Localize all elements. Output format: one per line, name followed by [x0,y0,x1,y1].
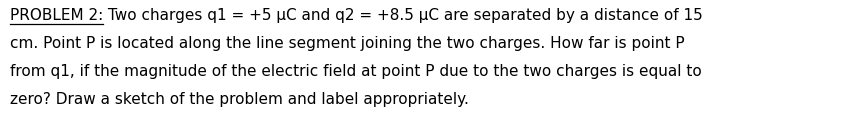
Text: PROBLEM 2:: PROBLEM 2: [10,8,103,23]
Text: cm. Point P is located along the line segment joining the two charges. How far i: cm. Point P is located along the line se… [10,36,684,51]
Text: Two charges q1 = +5 µC and q2 = +8.5 µC are separated by a distance of 15: Two charges q1 = +5 µC and q2 = +8.5 µC … [103,8,703,23]
Text: from q1, if the magnitude of the electric field at point P due to the two charge: from q1, if the magnitude of the electri… [10,64,702,79]
Text: zero? Draw a sketch of the problem and label appropriately.: zero? Draw a sketch of the problem and l… [10,92,469,107]
